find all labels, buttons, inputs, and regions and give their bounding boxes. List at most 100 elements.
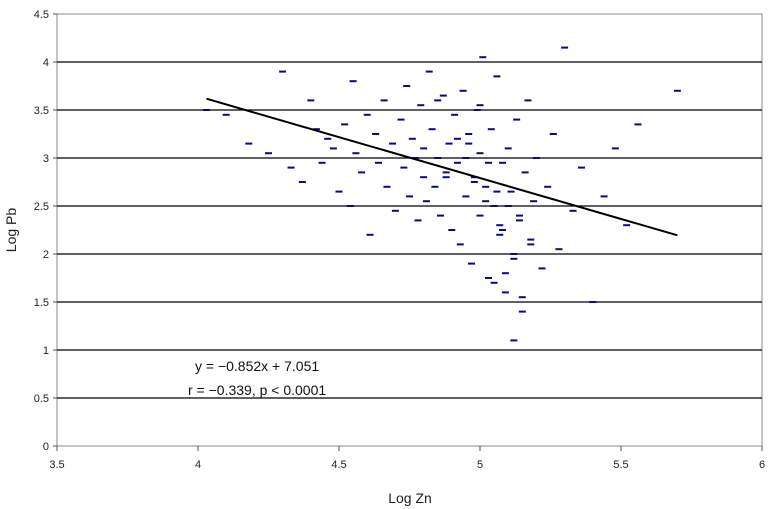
y-tick-label: 0.5 — [34, 393, 49, 405]
data-point — [346, 205, 354, 207]
data-point — [448, 229, 456, 231]
data-point — [510, 339, 518, 342]
data-point — [358, 171, 366, 174]
data-point — [437, 214, 445, 217]
data-point — [515, 219, 523, 222]
data-point — [434, 99, 442, 102]
data-point — [411, 157, 419, 159]
data-point — [462, 157, 470, 159]
data-point — [501, 272, 509, 275]
data-point — [465, 142, 473, 145]
data-point — [465, 133, 473, 135]
data-point — [318, 161, 326, 164]
regression-equation: y = −0.852x + 7.051 — [195, 358, 319, 374]
data-point — [521, 171, 529, 174]
data-point — [202, 109, 210, 111]
data-point — [507, 190, 515, 193]
data-point — [434, 157, 442, 159]
data-point — [473, 109, 481, 111]
data-point — [420, 147, 428, 150]
y-tick-label: 2 — [43, 249, 49, 261]
data-point — [462, 195, 470, 198]
data-point — [527, 238, 535, 241]
data-point — [428, 128, 436, 131]
data-point — [383, 185, 391, 188]
y-tick-label: 3.5 — [34, 105, 49, 117]
data-point — [456, 243, 464, 246]
data-point — [499, 161, 507, 164]
data-point — [422, 200, 430, 203]
data-point — [493, 75, 501, 78]
x-axis-ticks: 3.5 4 4.5 5 5.5 6 — [49, 446, 765, 471]
x-tick-label: 4 — [195, 459, 201, 471]
data-point — [341, 123, 349, 126]
data-point — [451, 113, 459, 116]
data-point — [329, 147, 337, 150]
data-point — [400, 166, 408, 169]
data-point — [549, 133, 557, 135]
data-point — [470, 181, 478, 183]
data-point — [453, 137, 461, 140]
data-point — [490, 205, 498, 207]
data-point — [496, 233, 504, 236]
data-point — [431, 185, 439, 188]
data-point — [366, 233, 374, 236]
data-point — [349, 80, 357, 83]
data-point — [403, 85, 411, 87]
data-point — [324, 137, 332, 140]
data-point — [527, 243, 535, 246]
data-point — [561, 46, 569, 49]
data-point — [442, 171, 450, 174]
x-tick-label: 5 — [477, 459, 483, 471]
x-tick-label: 4.5 — [331, 459, 346, 471]
data-point — [389, 142, 397, 145]
data-point — [510, 253, 518, 255]
data-point — [673, 89, 681, 92]
data-point — [391, 209, 399, 212]
data-point — [518, 310, 526, 313]
y-tick-label: 3 — [43, 153, 49, 165]
data-point — [352, 152, 360, 155]
data-point — [397, 118, 405, 121]
data-point — [544, 185, 552, 188]
data-point — [530, 200, 538, 203]
data-point — [510, 257, 518, 260]
data-point — [372, 133, 380, 135]
data-point — [515, 214, 523, 217]
data-point — [482, 200, 490, 203]
data-point — [287, 166, 295, 169]
data-point — [439, 94, 447, 97]
data-point — [487, 128, 495, 131]
data-point — [499, 229, 507, 231]
data-point — [298, 181, 306, 183]
data-point — [538, 267, 546, 270]
data-point — [490, 281, 498, 284]
data-point — [532, 157, 540, 159]
data-point — [611, 147, 619, 150]
data-point — [279, 70, 287, 73]
data-point — [380, 99, 388, 102]
data-point — [222, 113, 230, 116]
data-point — [425, 70, 433, 73]
data-point — [524, 99, 532, 102]
y-tick-label: 4 — [43, 57, 49, 69]
data-point — [504, 205, 512, 207]
data-point — [312, 128, 320, 131]
data-point — [307, 99, 315, 102]
data-point — [501, 291, 509, 294]
data-point — [496, 224, 504, 227]
data-point — [265, 152, 272, 155]
data-point — [518, 296, 526, 299]
x-tick-label: 5.5 — [613, 459, 628, 471]
x-tick-label: 3.5 — [49, 459, 64, 471]
data-point — [484, 161, 492, 164]
data-point — [484, 277, 492, 279]
data-point — [578, 166, 586, 169]
data-points — [202, 46, 681, 342]
y-axis-title: Log Pb — [3, 208, 19, 253]
data-point — [417, 104, 425, 107]
data-point — [623, 224, 631, 227]
data-point — [245, 142, 253, 145]
data-point — [504, 147, 512, 150]
y-tick-label: 2.5 — [34, 201, 49, 213]
